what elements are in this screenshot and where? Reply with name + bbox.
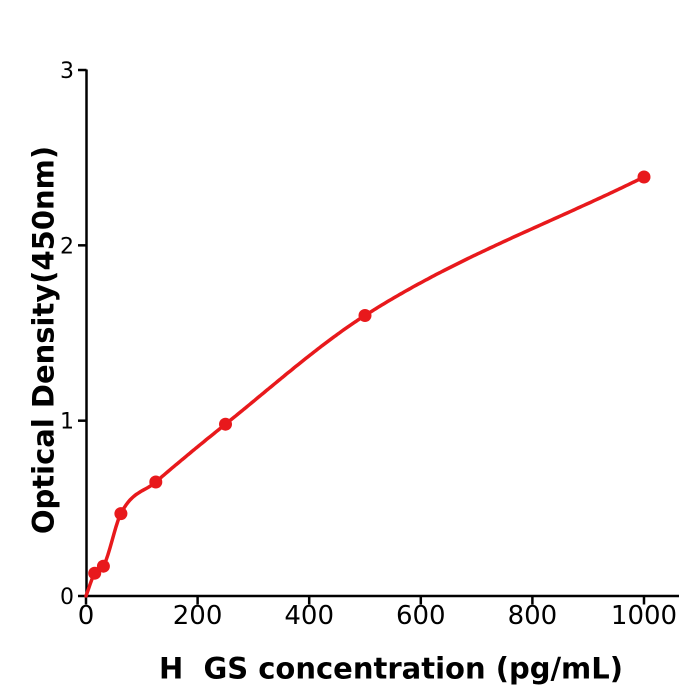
y-tick-label: 2 bbox=[60, 234, 74, 259]
y-tick-label: 3 bbox=[60, 59, 74, 84]
data-point bbox=[114, 507, 128, 521]
x-tick-label: 200 bbox=[173, 601, 223, 631]
data-point bbox=[637, 170, 651, 184]
y-tick-label: 1 bbox=[60, 410, 74, 435]
x-tick-label: 800 bbox=[508, 601, 558, 631]
fit-line bbox=[84, 175, 646, 598]
data-point bbox=[358, 309, 372, 322]
y-axis-title: Optical Density(450nm) bbox=[26, 145, 61, 535]
x-axis-title: H GS concentration (pg/mL) bbox=[158, 651, 624, 686]
x-tick-label: 0 bbox=[78, 601, 95, 631]
data-point bbox=[88, 566, 102, 580]
data-point bbox=[96, 559, 110, 573]
x-tick-label: 400 bbox=[284, 601, 334, 631]
data-point bbox=[219, 417, 232, 431]
y-tick-label: 0 bbox=[60, 585, 74, 610]
data-point bbox=[149, 475, 163, 489]
x-tick-label: 1000 bbox=[611, 601, 677, 631]
x-tick-label: 600 bbox=[396, 601, 446, 631]
